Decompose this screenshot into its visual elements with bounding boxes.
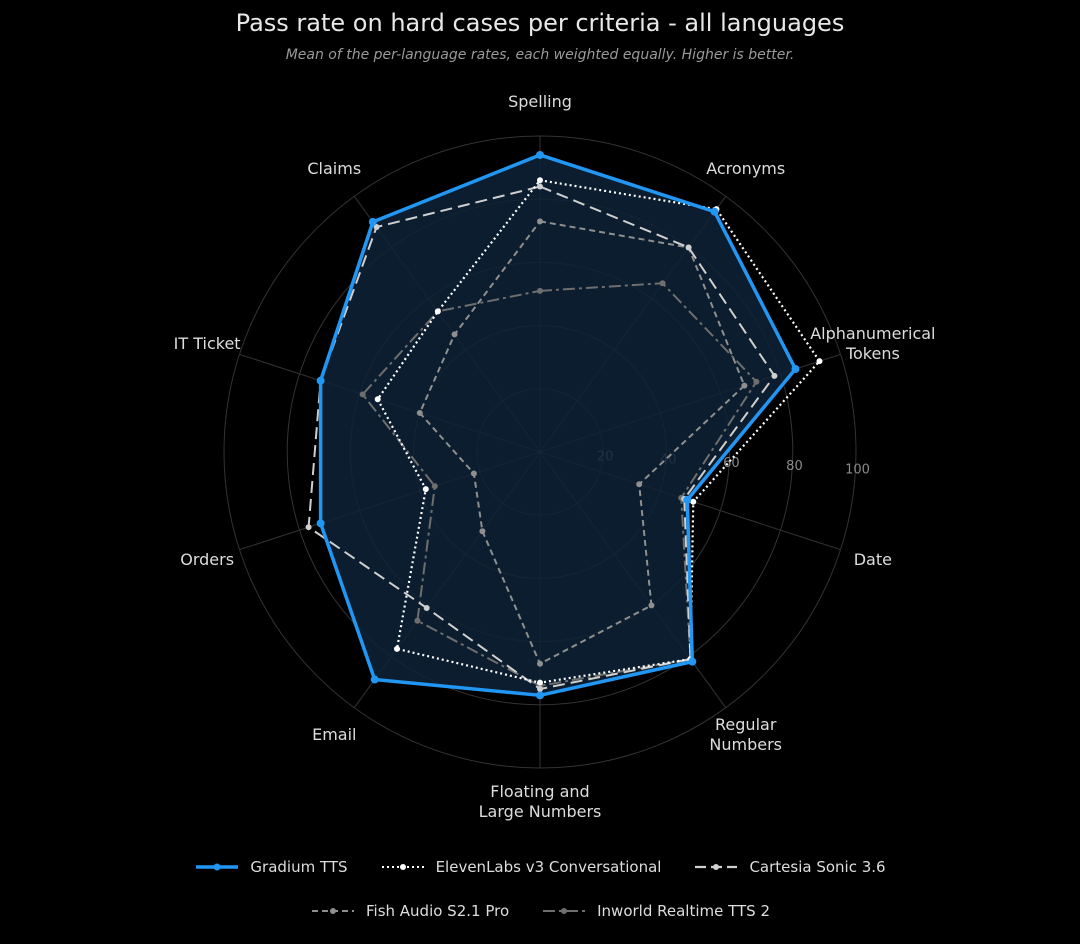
data-point-gradium-tts-it-ticket	[316, 376, 325, 385]
category-label-spelling: Spelling	[508, 92, 572, 111]
legend-label: Fish Audio S2.1 Pro	[365, 902, 510, 920]
data-point-fish-audio-s2-1-pro-it-ticket	[416, 409, 423, 416]
data-point-fish-audio-s2-1-pro-email	[479, 528, 486, 535]
data-point-fish-audio-s2-1-pro-spelling	[537, 218, 543, 225]
legend-item-elevenlabs-v3: ElevenLabs v3 Conversational	[380, 858, 662, 876]
data-point-fish-audio-s2-1-pro-regular-numbers	[648, 602, 655, 609]
data-point-gradium-tts-email	[370, 675, 379, 684]
legend-item-inworld-realtime: Inworld Realtime TTS 2	[541, 902, 770, 920]
category-label-email: Email	[312, 725, 356, 744]
radial-tick-label: 60	[723, 456, 740, 471]
data-point-cartesia-sonic-3-6-orders	[305, 524, 312, 531]
category-label-orders: Orders	[180, 550, 234, 569]
data-point-fish-audio-s2-1-pro-alphanumerical-tokens	[741, 382, 748, 389]
data-point-fish-audio-s2-1-pro-floating-and-large-numbers	[537, 660, 543, 667]
data-point-elevenlabs-v3-conversational-alphanumerical-tokens	[816, 358, 823, 365]
legend-item-cartesia-sonic: Cartesia Sonic 3.6	[693, 858, 886, 876]
data-point-elevenlabs-v3-conversational-spelling	[537, 177, 543, 184]
data-point-fish-audio-s2-1-pro-orders	[470, 470, 477, 477]
data-point-elevenlabs-v3-conversational-orders	[422, 486, 429, 493]
data-point-inworld-realtime-tts-2-orders	[431, 483, 438, 490]
data-point-cartesia-sonic-3-6-acronyms	[685, 244, 692, 251]
legend-row-2: Fish Audio S2.1 Pro Inworld Realtime TTS…	[0, 902, 1080, 920]
data-point-elevenlabs-v3-conversational-date	[690, 498, 697, 505]
data-point-inworld-realtime-tts-2-alphanumerical-tokens	[753, 378, 760, 385]
legend-swatch-elevenlabs-v3	[381, 864, 424, 870]
data-point-gradium-tts-acronyms	[710, 207, 719, 216]
category-label-claims: Claims	[307, 159, 361, 178]
radar-series-group	[305, 150, 823, 700]
data-point-cartesia-sonic-3-6-alphanumerical-tokens	[771, 372, 778, 379]
legend-label: Inworld Realtime TTS 2	[597, 902, 771, 920]
data-point-gradium-tts-claims	[368, 217, 377, 226]
data-point-cartesia-sonic-3-6-floating-and-large-numbers	[537, 686, 543, 692]
data-point-elevenlabs-v3-conversational-claims	[434, 308, 441, 315]
data-point-elevenlabs-v3-conversational-floating-and-large-numbers	[537, 679, 543, 686]
legend-label: ElevenLabs v3 Conversational	[435, 858, 662, 876]
chart-title: Pass rate on hard cases per criteria - a…	[235, 9, 845, 37]
category-label-alphanumerical-tokens: Alphanumerical Tokens	[810, 324, 935, 363]
data-point-inworld-realtime-tts-2-email	[414, 617, 421, 624]
radial-tick-label: 80	[786, 459, 803, 474]
legend-swatch-gradium-tts	[196, 863, 239, 871]
data-point-inworld-realtime-tts-2-spelling	[537, 287, 543, 294]
data-point-gradium-tts-date	[683, 495, 692, 504]
data-point-cartesia-sonic-3-6-claims	[373, 224, 380, 231]
legend-swatch-fish-audio	[311, 908, 354, 914]
data-point-fish-audio-s2-1-pro-date	[636, 481, 643, 488]
data-point-cartesia-sonic-3-6-email	[423, 604, 430, 611]
chart-subtitle: Mean of the per-language rates, each wei…	[285, 47, 795, 63]
legend-row-1: Gradium TTS ElevenLabs v3 Conversational…	[0, 858, 1080, 876]
legend-item-gradium-tts: Gradium TTS	[194, 858, 348, 876]
category-label-date: Date	[854, 550, 892, 569]
legend-label: Gradium TTS	[250, 858, 348, 876]
legend-swatch-cartesia-sonic	[695, 864, 738, 870]
data-point-inworld-realtime-tts-2-acronyms	[659, 280, 666, 287]
data-point-elevenlabs-v3-conversational-it-ticket	[374, 396, 381, 403]
legend-swatch-inworld-realtime	[543, 908, 586, 914]
data-point-gradium-tts-regular-numbers	[688, 657, 697, 666]
data-point-cartesia-sonic-3-6-spelling	[537, 183, 543, 190]
legend-label: Cartesia Sonic 3.6	[749, 858, 886, 876]
data-point-gradium-tts-orders	[316, 519, 325, 528]
data-point-gradium-tts-floating-and-large-numbers	[536, 691, 544, 700]
category-label-it-ticket: IT Ticket	[174, 334, 241, 353]
data-point-elevenlabs-v3-conversational-email	[393, 645, 400, 652]
category-label-regular-numbers: Regular Numbers	[709, 715, 782, 754]
data-point-fish-audio-s2-1-pro-claims	[451, 331, 458, 338]
data-point-gradium-tts-alphanumerical-tokens	[791, 364, 800, 373]
category-label-floating-and-large-numbers: Floating and Large Numbers	[479, 782, 602, 821]
legend-item-fish-audio: Fish Audio S2.1 Pro	[310, 902, 509, 920]
series-line-inworld-realtime-tts-2	[361, 282, 758, 687]
data-point-inworld-realtime-tts-2-it-ticket	[359, 391, 366, 398]
radial-tick-label: 100	[845, 463, 870, 478]
series-fill-gradium-tts	[320, 154, 796, 696]
data-point-gradium-tts-spelling	[536, 150, 544, 159]
category-label-acronyms: Acronyms	[706, 159, 785, 178]
